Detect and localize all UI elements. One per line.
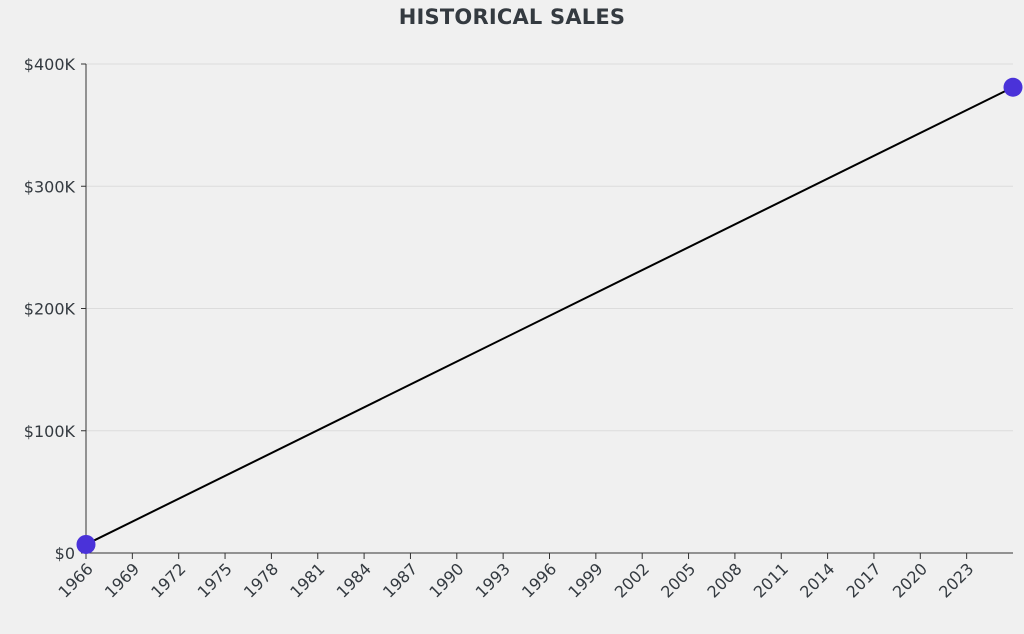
series-points[interactable] [76,77,1023,554]
series-lines [85,86,1014,546]
y-tick-label: $0 [55,544,75,563]
x-tick-label: 1975 [194,559,236,601]
y-tick-label: $200K [24,300,76,319]
x-tick-label: 2023 [935,559,977,601]
x-tick-label: 2002 [611,559,653,601]
x-tick-label: 2014 [796,559,838,601]
y-tick-label: $300K [24,177,76,196]
y-axis-ticks: $0 $100K $200K $300K $400K [24,55,86,563]
x-tick-label: 2005 [657,559,699,601]
x-tick-label: 1972 [147,559,189,601]
x-tick-label: 2008 [703,559,745,601]
x-tick-label: 1969 [101,559,143,601]
x-tick-label: 1987 [379,559,421,601]
gridlines [86,63,1013,432]
x-tick-label: 1999 [564,559,606,601]
x-tick-label: 1981 [286,559,328,601]
series-line [85,86,1014,546]
y-tick-label: $400K [24,55,76,74]
x-tick-label: 1996 [518,559,560,601]
x-tick-label: 2011 [750,559,792,601]
x-tick-label: 1990 [425,559,467,601]
x-tick-label: 1978 [240,559,282,601]
x-tick-label: 1984 [333,559,375,601]
x-tick-label: 2017 [843,559,885,601]
chart-title: HISTORICAL SALES [398,5,626,29]
data-point[interactable] [1003,77,1023,97]
x-tick-label: 1966 [55,559,97,601]
x-tick-label: 1993 [472,559,514,601]
y-tick-label: $100K [24,422,76,441]
x-tick-label: 2020 [889,559,931,601]
data-point[interactable] [76,534,96,554]
x-axis-ticks: 1966 1969 1972 1975 1978 1981 1984 1987 1990 1993… [55,553,977,602]
